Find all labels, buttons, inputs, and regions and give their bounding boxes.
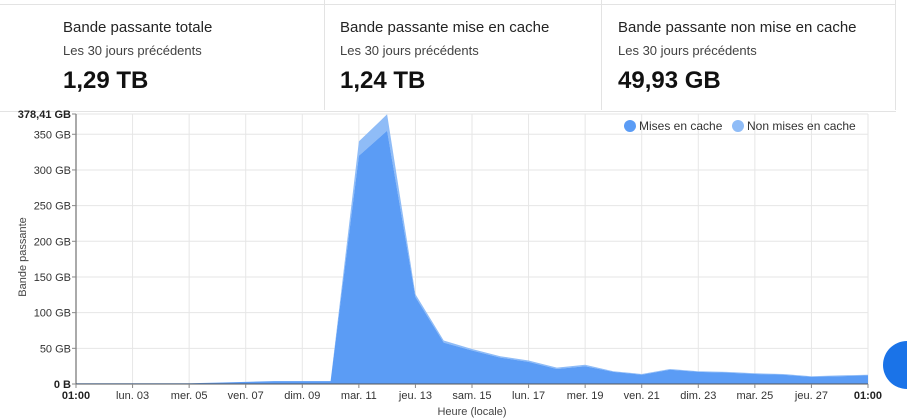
x-axis-title: Heure (locale) — [437, 406, 506, 418]
legend-swatch-uncached[interactable] — [732, 120, 744, 132]
stat-subtitle: Les 30 jours précédents — [63, 43, 202, 58]
y-tick-label: 378,41 GB — [18, 109, 71, 121]
stat-card-total: Bande passante totale Les 30 jours précé… — [0, 0, 325, 110]
y-tick-label: 50 GB — [40, 343, 71, 355]
x-tick-label: mer. 05 — [171, 390, 208, 402]
chart-legend: Mises en cache Non mises en cache — [624, 119, 856, 133]
stats-row: Bande passante totale Les 30 jours précé… — [0, 0, 896, 112]
y-tick-label: 250 GB — [34, 201, 71, 213]
legend-swatch-cached[interactable] — [624, 120, 636, 132]
y-axis-ticks: 0 B 50 GB 100 GB 150 GB 200 GB 250 GB 300 GB 35… — [18, 109, 76, 391]
stat-title: Bande passante non mise en cache — [618, 19, 857, 36]
y-tick-label: 200 GB — [34, 236, 71, 248]
stat-card-cached: Bande passante mise en cache Les 30 jour… — [325, 0, 602, 110]
x-tick-label: 01:00 — [854, 390, 882, 402]
x-tick-label: ven. 21 — [624, 390, 660, 402]
stat-subtitle: Les 30 jours précédents — [618, 43, 757, 58]
stat-value: 49,93 GB — [618, 67, 721, 94]
y-tick-label: 350 GB — [34, 129, 71, 141]
bandwidth-area-chart: 0 B 50 GB 100 GB 150 GB 200 GB 250 GB 300 GB 35… — [17, 109, 882, 418]
chart-grid — [76, 113, 869, 384]
y-axis-title: Bande passante — [17, 217, 29, 297]
stat-card-uncached: Bande passante non mise en cache Les 30 … — [602, 0, 896, 110]
x-tick-label: lun. 03 — [116, 390, 149, 402]
x-tick-label: sam. 15 — [452, 390, 491, 402]
x-axis-ticks: 01:00 lun. 03 mer. 05 ven. 07 dim. 09 mar. 11… — [62, 384, 882, 402]
x-tick-label: dim. 23 — [680, 390, 716, 402]
x-tick-label: 01:00 — [62, 390, 90, 402]
stats-top-border — [0, 4, 896, 5]
x-tick-label: lun. 17 — [512, 390, 545, 402]
stat-value: 1,29 TB — [63, 67, 149, 94]
stat-title: Bande passante totale — [63, 19, 213, 36]
stat-subtitle: Les 30 jours précédents — [340, 43, 479, 58]
stat-title: Bande passante mise en cache — [340, 19, 550, 36]
x-tick-label: mer. 19 — [567, 390, 604, 402]
x-tick-label: ven. 07 — [228, 390, 264, 402]
stats-bottom-border — [0, 111, 896, 112]
x-tick-label: jeu. 27 — [794, 390, 828, 402]
x-tick-label: dim. 09 — [284, 390, 320, 402]
legend-label-cached[interactable]: Mises en cache — [639, 119, 723, 133]
stat-value: 1,24 TB — [340, 67, 426, 94]
y-tick-label: 150 GB — [34, 272, 71, 284]
y-tick-label: 0 B — [54, 379, 71, 391]
x-tick-label: jeu. 13 — [398, 390, 432, 402]
x-tick-label: mar. 11 — [341, 390, 377, 402]
y-tick-label: 300 GB — [34, 165, 71, 177]
y-tick-label: 100 GB — [34, 308, 71, 320]
legend-label-uncached[interactable]: Non mises en cache — [747, 119, 856, 133]
x-tick-label: mar. 25 — [737, 390, 774, 402]
